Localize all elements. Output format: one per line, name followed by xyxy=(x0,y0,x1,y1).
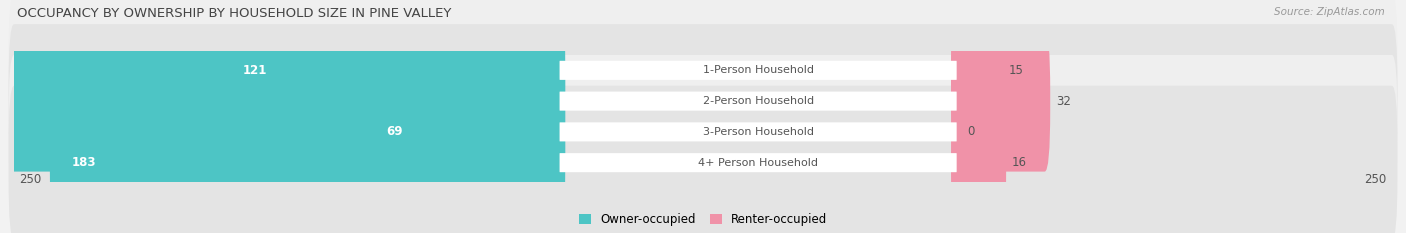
FancyBboxPatch shape xyxy=(950,0,1004,141)
FancyBboxPatch shape xyxy=(364,62,565,202)
FancyBboxPatch shape xyxy=(221,0,565,141)
FancyBboxPatch shape xyxy=(49,92,565,233)
FancyBboxPatch shape xyxy=(8,24,1398,178)
FancyBboxPatch shape xyxy=(8,55,1398,209)
FancyBboxPatch shape xyxy=(560,122,956,141)
Text: 121: 121 xyxy=(243,64,267,77)
Text: 0: 0 xyxy=(967,125,974,138)
Text: 2-Person Household: 2-Person Household xyxy=(703,96,814,106)
Text: 69: 69 xyxy=(387,125,402,138)
Text: Source: ZipAtlas.com: Source: ZipAtlas.com xyxy=(1274,7,1385,17)
FancyBboxPatch shape xyxy=(950,31,1050,171)
Legend: Owner-occupied, Renter-occupied: Owner-occupied, Renter-occupied xyxy=(574,208,832,231)
Text: 4+ Person Household: 4+ Person Household xyxy=(699,158,818,168)
Text: 15: 15 xyxy=(1010,64,1024,77)
FancyBboxPatch shape xyxy=(950,92,1007,233)
FancyBboxPatch shape xyxy=(8,86,1398,233)
FancyBboxPatch shape xyxy=(0,31,565,171)
Text: 250: 250 xyxy=(1364,173,1386,186)
Text: 32: 32 xyxy=(1056,95,1070,108)
FancyBboxPatch shape xyxy=(560,92,956,111)
Text: OCCUPANCY BY OWNERSHIP BY HOUSEHOLD SIZE IN PINE VALLEY: OCCUPANCY BY OWNERSHIP BY HOUSEHOLD SIZE… xyxy=(17,7,451,20)
Text: 16: 16 xyxy=(1012,156,1026,169)
Text: 183: 183 xyxy=(72,156,97,169)
FancyBboxPatch shape xyxy=(8,0,1398,147)
FancyBboxPatch shape xyxy=(560,153,956,172)
Text: 1-Person Household: 1-Person Household xyxy=(703,65,814,75)
Text: 3-Person Household: 3-Person Household xyxy=(703,127,814,137)
FancyBboxPatch shape xyxy=(560,61,956,80)
Text: 250: 250 xyxy=(20,173,42,186)
